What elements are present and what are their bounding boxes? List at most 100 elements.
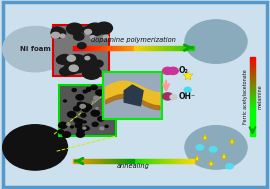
Bar <box>117 46 119 50</box>
Bar <box>80 159 83 163</box>
Circle shape <box>68 112 76 117</box>
Bar <box>250 60 255 61</box>
Circle shape <box>104 111 108 114</box>
Bar <box>112 159 114 163</box>
Bar <box>100 46 102 50</box>
Bar <box>160 46 163 50</box>
Circle shape <box>184 87 191 92</box>
Bar <box>250 101 255 103</box>
Circle shape <box>51 28 66 38</box>
Text: dopamine polymerization: dopamine polymerization <box>91 37 176 43</box>
Bar <box>250 74 255 76</box>
Bar <box>250 135 255 136</box>
Circle shape <box>81 130 84 132</box>
Text: melamine: melamine <box>258 84 262 109</box>
Bar <box>250 109 255 111</box>
Bar <box>158 159 160 163</box>
Circle shape <box>94 96 99 100</box>
Bar <box>250 123 255 125</box>
Bar <box>250 84 255 85</box>
Circle shape <box>91 110 100 116</box>
Circle shape <box>56 56 69 64</box>
Circle shape <box>70 55 85 65</box>
Bar <box>83 46 85 50</box>
Bar <box>250 127 255 128</box>
Bar <box>83 159 85 163</box>
Circle shape <box>105 125 108 127</box>
Circle shape <box>77 102 84 107</box>
Circle shape <box>82 63 91 69</box>
Bar <box>250 81 255 82</box>
Bar <box>250 130 255 131</box>
Bar <box>117 159 119 163</box>
Bar <box>104 46 107 50</box>
Bar <box>158 46 160 50</box>
Bar <box>109 46 112 50</box>
Bar <box>148 159 151 163</box>
Bar <box>126 159 129 163</box>
Bar <box>136 159 139 163</box>
Circle shape <box>67 55 75 61</box>
Bar <box>114 159 117 163</box>
Bar <box>192 46 194 50</box>
Circle shape <box>58 130 63 133</box>
Bar <box>124 46 126 50</box>
Bar <box>180 46 182 50</box>
Bar <box>250 95 255 96</box>
Bar <box>250 133 255 135</box>
Bar <box>190 46 192 50</box>
Circle shape <box>82 107 89 112</box>
Bar <box>250 100 255 101</box>
Circle shape <box>81 63 91 70</box>
Bar <box>185 159 187 163</box>
Bar <box>153 159 156 163</box>
Bar <box>139 159 141 163</box>
Circle shape <box>83 90 87 93</box>
Bar <box>134 159 136 163</box>
Circle shape <box>86 23 104 36</box>
Bar <box>129 46 131 50</box>
Bar <box>102 46 104 50</box>
Bar <box>78 46 80 50</box>
Circle shape <box>96 108 98 109</box>
Bar <box>87 159 90 163</box>
Bar <box>90 159 92 163</box>
Circle shape <box>60 67 71 76</box>
Bar <box>156 159 158 163</box>
Circle shape <box>63 64 79 74</box>
Bar <box>170 46 173 50</box>
Circle shape <box>74 58 93 71</box>
Bar <box>250 90 255 92</box>
Circle shape <box>76 132 85 137</box>
Circle shape <box>76 95 83 100</box>
Bar <box>250 76 255 77</box>
Circle shape <box>91 85 97 90</box>
Circle shape <box>52 27 63 35</box>
Bar <box>109 159 112 163</box>
Circle shape <box>210 147 217 152</box>
Circle shape <box>185 126 247 169</box>
Bar <box>80 46 83 50</box>
Circle shape <box>196 145 204 150</box>
Bar <box>250 115 255 117</box>
Circle shape <box>62 132 70 137</box>
Bar <box>143 46 146 50</box>
Bar <box>250 69 255 71</box>
Bar <box>250 57 255 58</box>
Circle shape <box>170 95 177 100</box>
Bar <box>250 58 255 60</box>
Bar <box>146 46 148 50</box>
Bar <box>87 46 90 50</box>
Circle shape <box>83 127 86 129</box>
Circle shape <box>83 126 89 130</box>
Bar <box>250 96 255 98</box>
Bar <box>168 46 170 50</box>
Bar <box>156 46 158 50</box>
Circle shape <box>3 26 68 72</box>
Polygon shape <box>124 85 143 106</box>
Bar <box>185 46 187 50</box>
Bar <box>170 159 173 163</box>
Circle shape <box>185 20 247 63</box>
Bar <box>250 61 255 63</box>
Bar <box>173 46 175 50</box>
